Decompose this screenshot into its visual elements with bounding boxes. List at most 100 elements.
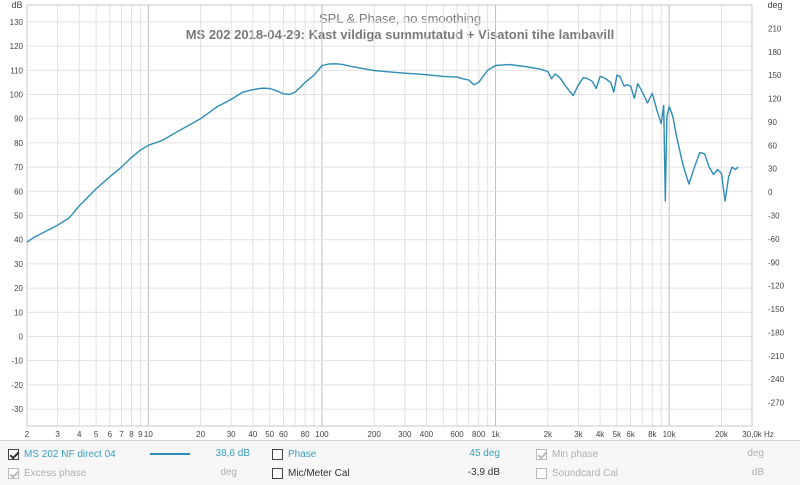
y-tick-label: 60 — [14, 187, 23, 196]
y-tick-label: 120 — [10, 42, 24, 51]
y-right-tick-label: -240 — [768, 375, 785, 384]
x-tick-label: 2k — [544, 430, 553, 439]
x-tick-label: 5k — [613, 430, 622, 439]
chart-subtitle: MS 202 2018-04-29: Kast vildiga summutat… — [186, 27, 615, 42]
y-right-tick-label: 30 — [768, 165, 777, 174]
legend-phase-item[interactable]: Phase — [272, 445, 316, 463]
y-tick-label: 10 — [14, 308, 23, 317]
legend-series-item[interactable]: MS 202 NF direct 04 — [8, 445, 116, 463]
soundcard-cal-label: Soundcard Cal — [552, 467, 619, 479]
y-right-tick-label: 150 — [768, 71, 782, 80]
legend-excess-phase-item[interactable]: Excess phase — [8, 464, 86, 482]
y-right-tick-label: 180 — [768, 48, 782, 57]
y-tick-label: 30 — [14, 260, 23, 269]
legend-mic-cal-item[interactable]: Mic/Meter Cal — [272, 464, 350, 482]
x-tick-label: 300 — [398, 430, 412, 439]
x-tick-label: 400 — [420, 430, 434, 439]
x-tick-label: 2 — [25, 430, 30, 439]
x-tick-label: 3 — [55, 430, 60, 439]
legend-panel: MS 202 NF direct 04 38,6 dB Phase 45 deg… — [0, 440, 800, 485]
x-tick-label: 8 — [129, 430, 134, 439]
soundcard-cal-unit: dB — [751, 467, 764, 478]
x-tick-label: 10 — [144, 430, 153, 439]
x-tick-label: 50 — [265, 430, 274, 439]
x-tick-label: 6 — [108, 430, 113, 439]
x-tick-label: 200 — [368, 430, 382, 439]
y-right-tick-label: -30 — [768, 212, 780, 221]
excess-phase-checkbox[interactable] — [8, 467, 19, 479]
phase-label: Phase — [288, 448, 317, 460]
soundcard-cal-checkbox[interactable] — [536, 467, 547, 479]
x-tick-label: 9 — [138, 430, 143, 439]
mic-cal-value: -3,9 dB — [467, 467, 500, 478]
y-left-unit: dB — [11, 0, 22, 10]
series-group — [26, 63, 739, 243]
y-tick-label: 100 — [10, 91, 24, 100]
mic-cal-label: Mic/Meter Cal — [288, 467, 350, 479]
y-tick-label: -10 — [11, 357, 23, 366]
y-right-tick-label: -120 — [768, 282, 785, 291]
legend-soundcard-cal-item[interactable]: Soundcard Cal — [536, 464, 618, 482]
y-tick-label: 50 — [14, 212, 23, 221]
x-tick-label: 60 — [279, 430, 288, 439]
y-right-tick-label: 210 — [768, 24, 782, 33]
x-tick-label: 7 — [119, 430, 124, 439]
y-right-tick-label: -180 — [768, 328, 785, 337]
y-right-tick-label: -270 — [768, 399, 785, 408]
y-tick-label: 20 — [14, 284, 23, 293]
y-tick-label: -30 — [11, 405, 23, 414]
x-tick-label: 10k — [663, 430, 677, 439]
y-right-tick-label: -90 — [768, 258, 780, 267]
min-phase-label: Min phase — [552, 448, 599, 460]
x-tick-label: 4 — [77, 430, 82, 439]
y-right-tick-label: 60 — [768, 141, 777, 150]
min-phase-unit: deg — [747, 448, 764, 459]
x-tick-label: 8k — [648, 430, 657, 439]
phase-checkbox[interactable] — [272, 448, 283, 460]
y-right-tick-label: 0 — [768, 188, 773, 197]
phase-value: 45 deg — [469, 448, 500, 459]
y-tick-label: 110 — [10, 66, 23, 75]
y-right-tick-labels: -270 -240 -210 -180 -150 -120 -90 -60 -30 0 30 60 90… — [768, 24, 785, 407]
series-label: MS 202 NF direct 04 — [24, 448, 116, 460]
y-tick-label: 80 — [14, 139, 23, 148]
x-tick-labels: 2 3 4 5 6 7 8 9 10 20 30 40 50 60 80 100 200 300 400 600 800… — [25, 430, 774, 439]
series-value: 38,6 dB — [215, 448, 250, 459]
series-color-swatch[interactable] — [150, 453, 190, 455]
excess-phase-unit: deg — [220, 467, 237, 478]
excess-phase-label: Excess phase — [24, 467, 87, 479]
x-tick-label: 20 — [196, 430, 205, 439]
y-tick-label: 70 — [14, 163, 23, 172]
x-tick-label: 30 — [227, 430, 236, 439]
x-tick-label: 100 — [315, 430, 329, 439]
y-right-tick-label: 90 — [768, 118, 777, 127]
min-phase-checkbox[interactable] — [536, 448, 547, 460]
x-tick-label: 800 — [472, 430, 486, 439]
mic-cal-checkbox[interactable] — [272, 467, 283, 479]
x-tick-label: 40 — [248, 430, 257, 439]
y-tick-label: 90 — [14, 115, 23, 124]
legend-min-phase-item[interactable]: Min phase — [536, 445, 598, 463]
chart-grid — [26, 5, 753, 426]
x-tick-label: 80 — [301, 430, 310, 439]
x-tick-label: 3k — [574, 430, 583, 439]
x-tick-label: 6k — [626, 430, 635, 439]
y-right-tick-label: -150 — [768, 305, 785, 314]
y-right-tick-label: -60 — [768, 235, 780, 244]
x-tick-label: 5 — [94, 430, 99, 439]
x-tick-label: 20k — [715, 430, 729, 439]
x-tick-label: 4k — [596, 430, 605, 439]
x-tick-label: 600 — [450, 430, 464, 439]
series-line-spl — [26, 63, 739, 243]
spl-phase-chart: SPL & Phase, no smoothing MS 202 2018-04… — [10, 0, 785, 439]
y-tick-label: -20 — [11, 381, 23, 390]
y-right-unit: deg — [767, 0, 782, 10]
y-tick-label: 130 — [10, 18, 24, 27]
x-tick-label: 1k — [491, 430, 500, 439]
y-tick-label: 0 — [19, 332, 24, 341]
y-right-tick-label: 120 — [768, 95, 782, 104]
x-tick-label: 30,0k Hz — [742, 430, 774, 439]
series-checkbox[interactable] — [8, 448, 19, 460]
y-left-tick-labels: -30 -20 -10 0 10 20 30 40 50 60 70 80 90 100 110 120 130 — [10, 18, 24, 414]
y-right-tick-label: -210 — [768, 352, 785, 361]
